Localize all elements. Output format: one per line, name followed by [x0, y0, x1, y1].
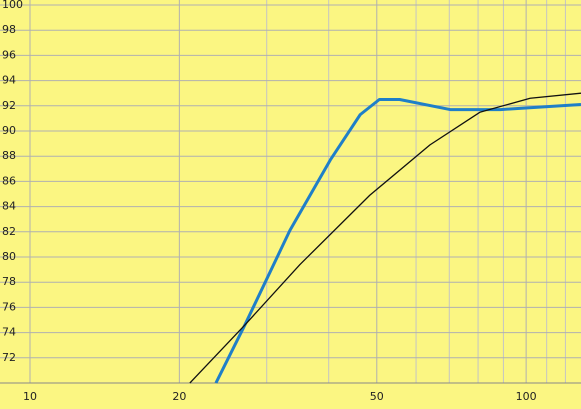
series-line	[214, 98, 581, 384]
y-tick-label: 80	[2, 250, 16, 263]
y-tick-label: 74	[2, 326, 16, 339]
y-tick-label: 90	[2, 124, 16, 137]
y-tick-label: 94	[2, 74, 16, 87]
y-tick-label: 86	[2, 174, 16, 187]
y-tick-label: 96	[2, 48, 16, 61]
y-tick-label: 88	[2, 149, 16, 162]
y-tick-label: 82	[2, 225, 16, 238]
y-tick-label: 92	[2, 99, 16, 112]
y-tick-label: 72	[2, 351, 16, 364]
x-tick-label: 20	[172, 390, 186, 403]
x-tick-label: 10	[23, 390, 37, 403]
y-tick-label: 78	[2, 275, 16, 288]
y-tick-label: 76	[2, 300, 16, 313]
y-tick-label: 98	[2, 23, 16, 36]
y-tick-label: 84	[2, 200, 16, 213]
y-tick-label: 100	[2, 0, 23, 11]
x-tick-label: 100	[516, 390, 537, 403]
x-tick-label: 50	[370, 390, 384, 403]
series-line	[189, 92, 581, 384]
